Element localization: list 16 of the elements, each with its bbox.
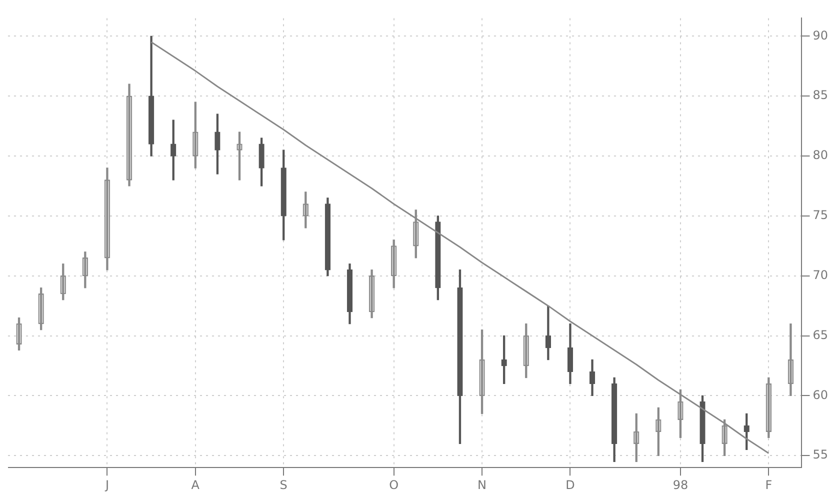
x-tick-label: 98 <box>672 478 688 492</box>
x-tick-label: N <box>478 478 487 492</box>
x-tick-label: J <box>104 478 109 492</box>
x-tick-label: O <box>389 478 399 492</box>
y-tick-label: 80 <box>812 148 828 162</box>
x-tick-label: S <box>280 478 288 492</box>
y-tick-label: 75 <box>812 208 828 222</box>
x-tick-label: D <box>566 478 575 492</box>
y-tick-label: 55 <box>812 448 828 462</box>
y-tick-label: 90 <box>812 28 828 42</box>
y-tick-label: 65 <box>812 328 828 342</box>
y-tick-label: 60 <box>812 388 828 402</box>
y-tick-label: 85 <box>812 88 828 102</box>
x-tick-label: A <box>191 478 200 492</box>
x-tick-label: F <box>765 478 772 492</box>
y-tick-label: 70 <box>812 268 828 282</box>
